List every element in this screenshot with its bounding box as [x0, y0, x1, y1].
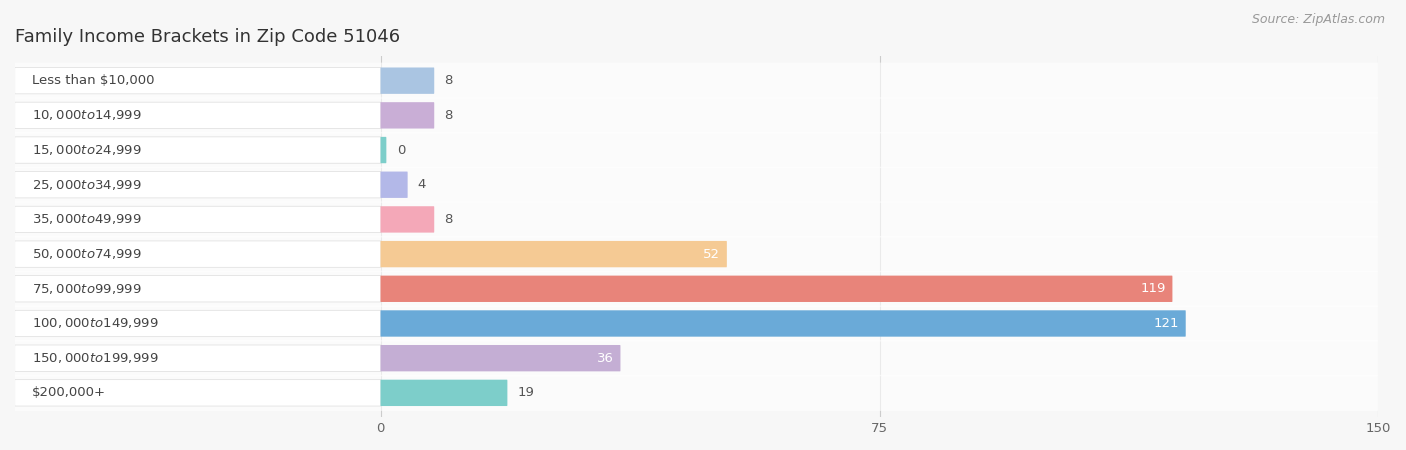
Text: 8: 8	[444, 213, 453, 226]
Text: $200,000+: $200,000+	[31, 387, 105, 399]
Text: 119: 119	[1140, 282, 1166, 295]
FancyBboxPatch shape	[8, 202, 1378, 238]
FancyBboxPatch shape	[14, 137, 381, 163]
Text: $100,000 to $149,999: $100,000 to $149,999	[31, 316, 157, 330]
Text: Source: ZipAtlas.com: Source: ZipAtlas.com	[1251, 14, 1385, 27]
FancyBboxPatch shape	[381, 345, 620, 371]
Text: 8: 8	[444, 74, 453, 87]
Text: $25,000 to $34,999: $25,000 to $34,999	[31, 178, 142, 192]
FancyBboxPatch shape	[381, 102, 434, 129]
FancyBboxPatch shape	[381, 380, 508, 406]
FancyBboxPatch shape	[381, 171, 408, 198]
Text: 0: 0	[398, 144, 406, 157]
FancyBboxPatch shape	[14, 206, 381, 233]
FancyBboxPatch shape	[381, 68, 434, 94]
FancyBboxPatch shape	[8, 236, 1378, 272]
FancyBboxPatch shape	[14, 310, 381, 337]
FancyBboxPatch shape	[381, 241, 727, 267]
FancyBboxPatch shape	[8, 97, 1378, 133]
Text: 52: 52	[703, 248, 720, 261]
Text: 121: 121	[1153, 317, 1178, 330]
FancyBboxPatch shape	[381, 275, 1173, 302]
Text: 8: 8	[444, 109, 453, 122]
FancyBboxPatch shape	[14, 241, 381, 267]
FancyBboxPatch shape	[14, 345, 381, 371]
FancyBboxPatch shape	[14, 68, 381, 94]
FancyBboxPatch shape	[8, 306, 1378, 342]
Text: $50,000 to $74,999: $50,000 to $74,999	[31, 247, 142, 261]
FancyBboxPatch shape	[8, 63, 1378, 99]
FancyBboxPatch shape	[14, 102, 381, 129]
Text: Less than $10,000: Less than $10,000	[31, 74, 155, 87]
FancyBboxPatch shape	[8, 132, 1378, 168]
FancyBboxPatch shape	[8, 375, 1378, 411]
FancyBboxPatch shape	[14, 171, 381, 198]
Text: Family Income Brackets in Zip Code 51046: Family Income Brackets in Zip Code 51046	[15, 28, 401, 46]
Text: 4: 4	[418, 178, 426, 191]
FancyBboxPatch shape	[8, 271, 1378, 307]
Text: 19: 19	[517, 387, 534, 399]
Text: $15,000 to $24,999: $15,000 to $24,999	[31, 143, 142, 157]
Text: $75,000 to $99,999: $75,000 to $99,999	[31, 282, 142, 296]
FancyBboxPatch shape	[381, 137, 387, 163]
FancyBboxPatch shape	[8, 340, 1378, 376]
FancyBboxPatch shape	[381, 206, 434, 233]
Text: $10,000 to $14,999: $10,000 to $14,999	[31, 108, 142, 122]
FancyBboxPatch shape	[14, 380, 381, 406]
Text: $150,000 to $199,999: $150,000 to $199,999	[31, 351, 157, 365]
Text: $35,000 to $49,999: $35,000 to $49,999	[31, 212, 142, 226]
FancyBboxPatch shape	[8, 166, 1378, 203]
Text: 36: 36	[596, 351, 613, 364]
FancyBboxPatch shape	[381, 310, 1185, 337]
FancyBboxPatch shape	[14, 275, 381, 302]
